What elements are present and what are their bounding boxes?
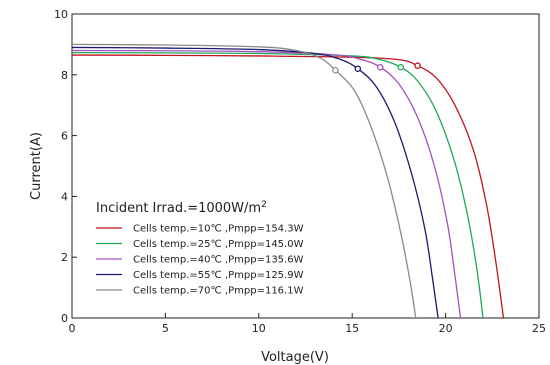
y-tick-label: 0 (61, 312, 68, 325)
y-axis: 0 2 4 6 8 10 (54, 8, 77, 325)
legend-label: Cells temp.=40℃ ,Pmpp=135.6W (133, 255, 304, 266)
y-tick-label: 4 (61, 190, 68, 203)
x-axis-title: Voltage(V) (261, 350, 329, 365)
legend-title-superscript: 2 (261, 200, 267, 210)
series-line (71, 46, 439, 319)
mpp-markers (332, 62, 421, 74)
mpp-marker (414, 62, 421, 69)
x-tick-label: 25 (532, 322, 546, 335)
x-tick-label: 20 (439, 322, 453, 335)
mpp-marker (397, 63, 405, 71)
plot-area (71, 13, 540, 319)
mpp-marker (354, 65, 362, 72)
legend-title-main: Incident Irrad.=1000W/m (96, 201, 261, 216)
legend-label: Cells temp.=70℃ ,Pmpp=116.1W (133, 286, 304, 297)
series-line (71, 43, 417, 319)
series-line (71, 49, 462, 319)
y-tick-label: 6 (61, 130, 68, 143)
x-tick-label: 5 (162, 322, 169, 335)
mpp-marker (376, 63, 384, 71)
x-tick-label: 0 (69, 322, 76, 335)
y-tick-label: 8 (61, 69, 68, 82)
x-tick-label: 15 (345, 322, 359, 335)
mpp-marker (332, 66, 339, 74)
x-tick-label: 10 (252, 322, 266, 335)
x-axis: 0 5 10 15 20 25 (69, 313, 546, 335)
legend-title: Incident Irrad.=1000W/m2 (96, 200, 267, 216)
legend-items: Cells temp.=10℃ ,Pmpp=154.3W Cells temp.=… (96, 224, 304, 297)
legend-label: Cells temp.=55℃ ,Pmpp=125.9W (133, 270, 304, 281)
y-tick-label: 10 (54, 8, 68, 21)
legend-label: Cells temp.=10℃ ,Pmpp=154.3W (133, 224, 304, 235)
y-tick-label: 2 (61, 251, 68, 264)
legend: Incident Irrad.=1000W/m2 Cells temp.=10℃… (96, 200, 304, 297)
y-axis-title: Current(A) (29, 132, 44, 200)
legend-label: Cells temp.=25℃ ,Pmpp=145.0W (133, 239, 304, 250)
